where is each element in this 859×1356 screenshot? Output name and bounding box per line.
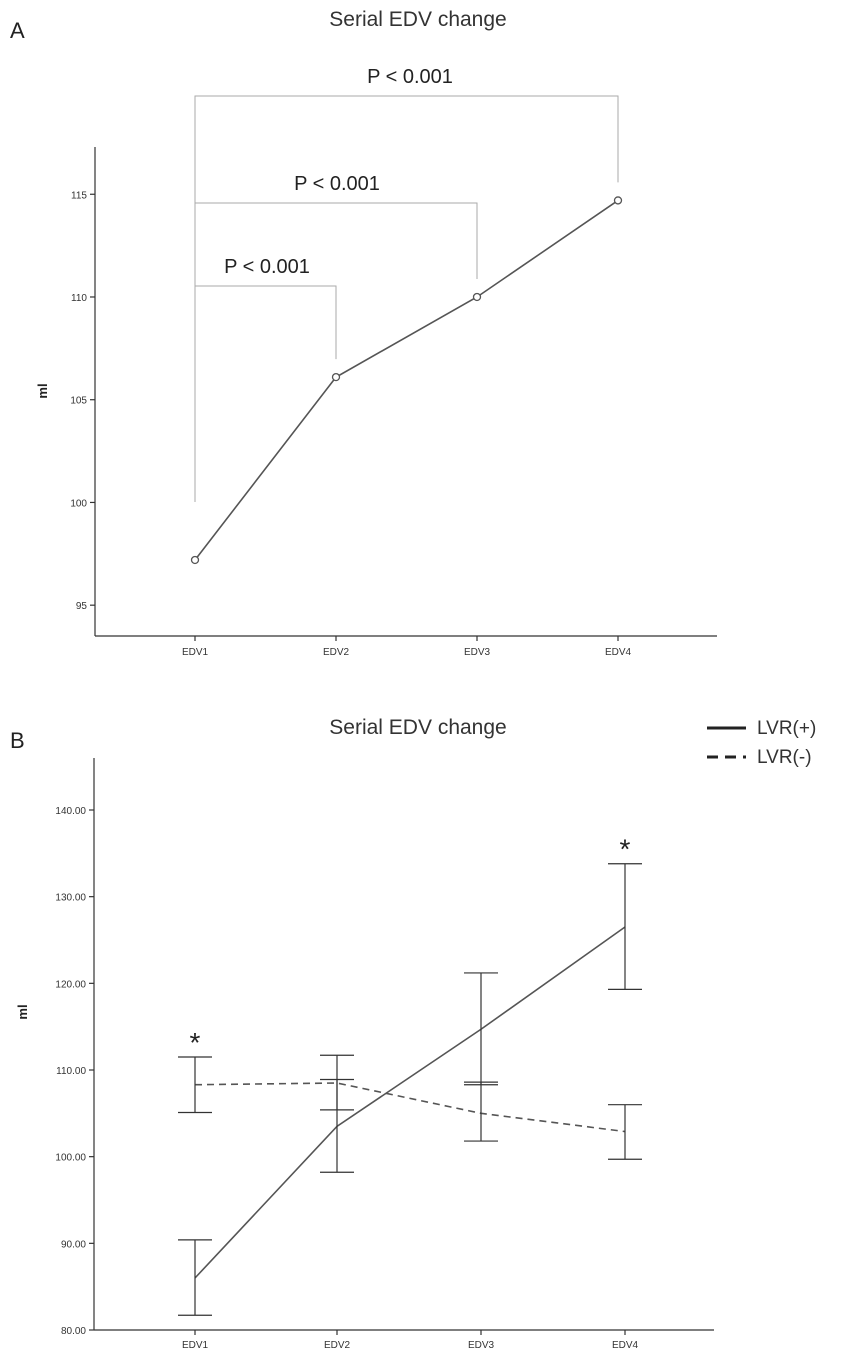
panel-a-y-tick-label: 105: [70, 396, 87, 407]
panel-b-plot: 80.00 90.00 100.00 110.00 120.00 130.00 140.00…: [55, 758, 714, 1351]
panel-a-ylabel: ml: [35, 383, 50, 398]
panel-a-y-tick-label: 110: [71, 293, 87, 304]
panel-a-data-point: [472, 292, 482, 302]
panel-a-p-value: P < 0.001: [367, 66, 453, 88]
panel-b-legend-label: LVR(-): [757, 747, 812, 768]
panel-b-y-tick-label: 110.00: [56, 1066, 86, 1077]
panel-a-letter: A: [10, 18, 25, 43]
panel-a-significance-bracket: [194, 95, 619, 416]
panel-a-y-tick-label: 100: [70, 498, 87, 509]
panel-a-p-value: P < 0.001: [294, 173, 380, 195]
panel-b-letter: B: [10, 728, 25, 753]
panel-a-y-tick-label: 95: [76, 601, 88, 612]
panel-b-legend-label: LVR(+): [757, 718, 816, 739]
panel-b-y-tick-label: 80.00: [61, 1326, 86, 1337]
panel-b-x-tick-label: EDV1: [182, 1340, 209, 1351]
panel-a-p-value: P < 0.001: [224, 256, 310, 278]
panel-a-y-tick-label: 115: [71, 190, 87, 201]
panel-a-x-tick-label: EDV2: [323, 647, 350, 658]
panel-b-y-tick-label: 130.00: [55, 893, 86, 904]
panel-a-x-tick-label: EDV1: [182, 647, 209, 658]
panel-a-series-line: [194, 199, 619, 561]
panel-a-plot: 95 100 105 110 115 EDV1 EDV2 EDV3 EDV4 P < 0.001 P…: [70, 66, 717, 658]
panel-b-legend: LVR(+) LVR(-): [707, 718, 816, 768]
panel-b-x-tick-label: EDV4: [612, 1340, 639, 1351]
panel-a-data-point: [190, 555, 200, 565]
panel-b-x-tick-label: EDV3: [468, 1340, 495, 1351]
panel-a-data-point: [331, 372, 341, 382]
panel-b-y-tick-label: 100.00: [55, 1153, 86, 1164]
panel-b-significance-star: *: [620, 834, 631, 865]
panel-b-series-line-lvr-plus: [194, 926, 626, 1279]
panel-b-series-line-lvr-minus: [194, 1082, 626, 1133]
panel-b-y-tick-label: 120.00: [55, 979, 86, 990]
panel-a-title: Serial EDV change: [329, 8, 506, 31]
panel-b-title: Serial EDV change: [329, 716, 506, 739]
panel-b-y-tick-label: 140.00: [55, 806, 86, 817]
panel-a-x-tick-label: EDV4: [605, 647, 632, 658]
panel-a-x-tick-label: EDV3: [464, 647, 491, 658]
panel-b-ylabel: ml: [15, 1004, 30, 1019]
panel-b-significance-star: *: [190, 1027, 201, 1058]
panel-b-x-tick-label: EDV2: [324, 1340, 351, 1351]
panel-a-data-point: [613, 196, 623, 205]
panel-b-y-tick-label: 90.00: [61, 1239, 86, 1250]
